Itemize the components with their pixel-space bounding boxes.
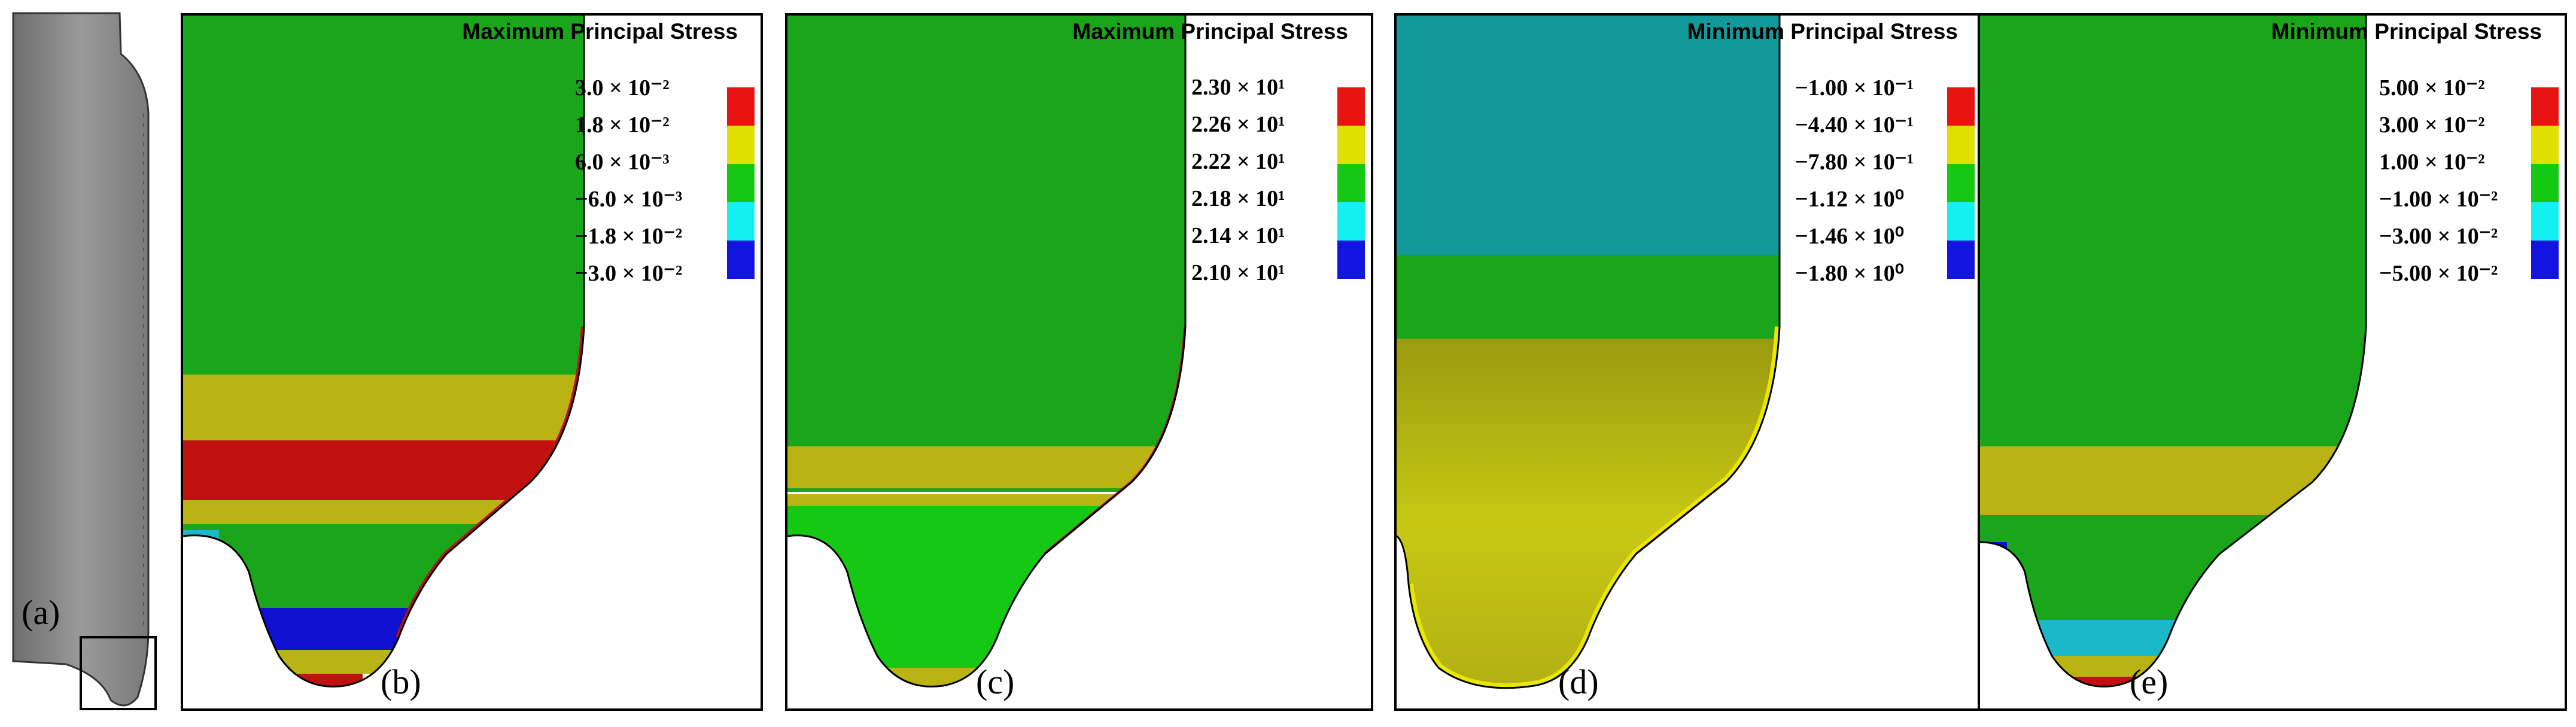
panel-a-geometry: (a) [0, 0, 174, 724]
panel-d: Minimum Principal Stress −1.00 × 10⁻¹ −4… [1394, 13, 1983, 711]
legend-d-0: −1.00 × 10⁻¹ [1795, 75, 1914, 101]
panel-d-legend: −1.00 × 10⁻¹ −4.40 × 10⁻¹ −7.80 × 10⁻¹ −… [1795, 74, 1975, 290]
swatch-c-red [1337, 87, 1365, 126]
swatch-c-green [1337, 164, 1365, 202]
panel-c: Maximum Principal Stress 2.30 × 10¹ 2.26… [785, 13, 1373, 711]
contour-plot-c [787, 16, 1187, 688]
swatch-d-blue [1947, 241, 1975, 279]
legend-c-2: 2.22 × 10¹ [1191, 149, 1285, 174]
swatch-b-blue [727, 241, 755, 279]
legend-e-3: −1.00 × 10⁻² [2379, 187, 2498, 212]
swatch-d-yellow [1947, 126, 1975, 164]
panel-d-title: Minimum Principal Stress [1687, 19, 1958, 44]
panel-c-title: Maximum Principal Stress [1072, 19, 1348, 44]
panel-b-legend: 3.0 × 10⁻² 1.8 × 10⁻² 6.0 × 10⁻³ −6.0 × … [575, 74, 755, 290]
swatch-d-red [1947, 87, 1975, 126]
contour-plot-e [1980, 16, 2367, 688]
swatch-c-cyan [1337, 202, 1365, 241]
swatch-e-red [2531, 87, 2559, 126]
panel-e-legend: 5.00 × 10⁻² 3.00 × 10⁻² 1.00 × 10⁻² −1.0… [2379, 74, 2559, 290]
legend-e-1: 3.00 × 10⁻² [2379, 112, 2485, 138]
swatch-b-cyan [727, 202, 755, 241]
legend-d-5: −1.80 × 10⁰ [1795, 261, 1905, 286]
panel-b-label: (b) [381, 662, 421, 701]
legend-c-3: 2.18 × 10¹ [1191, 186, 1285, 211]
legend-d-1: −4.40 × 10⁻¹ [1795, 112, 1914, 138]
swatch-d-green [1947, 164, 1975, 202]
panel-c-label: (c) [976, 662, 1015, 701]
legend-e-5: −5.00 × 10⁻² [2379, 261, 2498, 286]
swatch-e-yellow [2531, 126, 2559, 164]
part-outline-svg [12, 12, 157, 710]
panel-a-label: (a) [22, 593, 60, 632]
swatch-e-cyan [2531, 202, 2559, 241]
legend-c-5: 2.10 × 10¹ [1191, 260, 1285, 285]
panel-e-title: Minimum Principal Stress [2271, 19, 2542, 44]
legend-b-0: 3.0 × 10⁻² [575, 75, 670, 101]
zoom-region-box [80, 636, 157, 710]
panel-b-title: Maximum Principal Stress [462, 19, 738, 44]
panel-c-legend: 2.30 × 10¹ 2.26 × 10¹ 2.22 × 10¹ 2.18 × … [1191, 74, 1365, 290]
swatch-c-yellow [1337, 126, 1365, 164]
legend-e-2: 1.00 × 10⁻² [2379, 150, 2485, 175]
legend-e-4: −3.00 × 10⁻² [2379, 224, 2498, 249]
legend-b-4: −1.8 × 10⁻² [575, 224, 683, 249]
legend-d-4: −1.46 × 10⁰ [1795, 224, 1905, 249]
legend-b-1: 1.8 × 10⁻² [575, 112, 670, 138]
panel-e: Minimum Principal Stress 5.00 × 10⁻² 3.0… [1978, 13, 2567, 711]
panel-e-label: (e) [2130, 662, 2169, 701]
swatch-b-yellow [727, 126, 755, 164]
swatch-e-blue [2531, 241, 2559, 279]
legend-c-0: 2.30 × 10¹ [1191, 75, 1285, 100]
swatch-b-red [727, 87, 755, 126]
contour-plot-b [183, 16, 585, 688]
panel-b: Maximum Principal Stress 3.0 × 10⁻² 1.8 … [181, 13, 763, 711]
legend-c-1: 2.26 × 10¹ [1191, 112, 1285, 137]
legend-d-3: −1.12 × 10⁰ [1795, 187, 1905, 212]
legend-c-4: 2.14 × 10¹ [1191, 223, 1285, 248]
swatch-d-cyan [1947, 202, 1975, 241]
swatch-b-green [727, 164, 755, 202]
swatch-c-blue [1337, 241, 1365, 279]
legend-b-5: −3.0 × 10⁻² [575, 261, 683, 286]
legend-b-3: −6.0 × 10⁻³ [575, 187, 683, 212]
panel-d-label: (d) [1558, 662, 1599, 701]
part-body [12, 12, 150, 707]
swatch-e-green [2531, 164, 2559, 202]
legend-e-0: 5.00 × 10⁻² [2379, 75, 2485, 101]
legend-d-2: −7.80 × 10⁻¹ [1795, 150, 1914, 175]
legend-b-2: 6.0 × 10⁻³ [575, 150, 670, 175]
contour-plot-d [1397, 16, 1781, 689]
